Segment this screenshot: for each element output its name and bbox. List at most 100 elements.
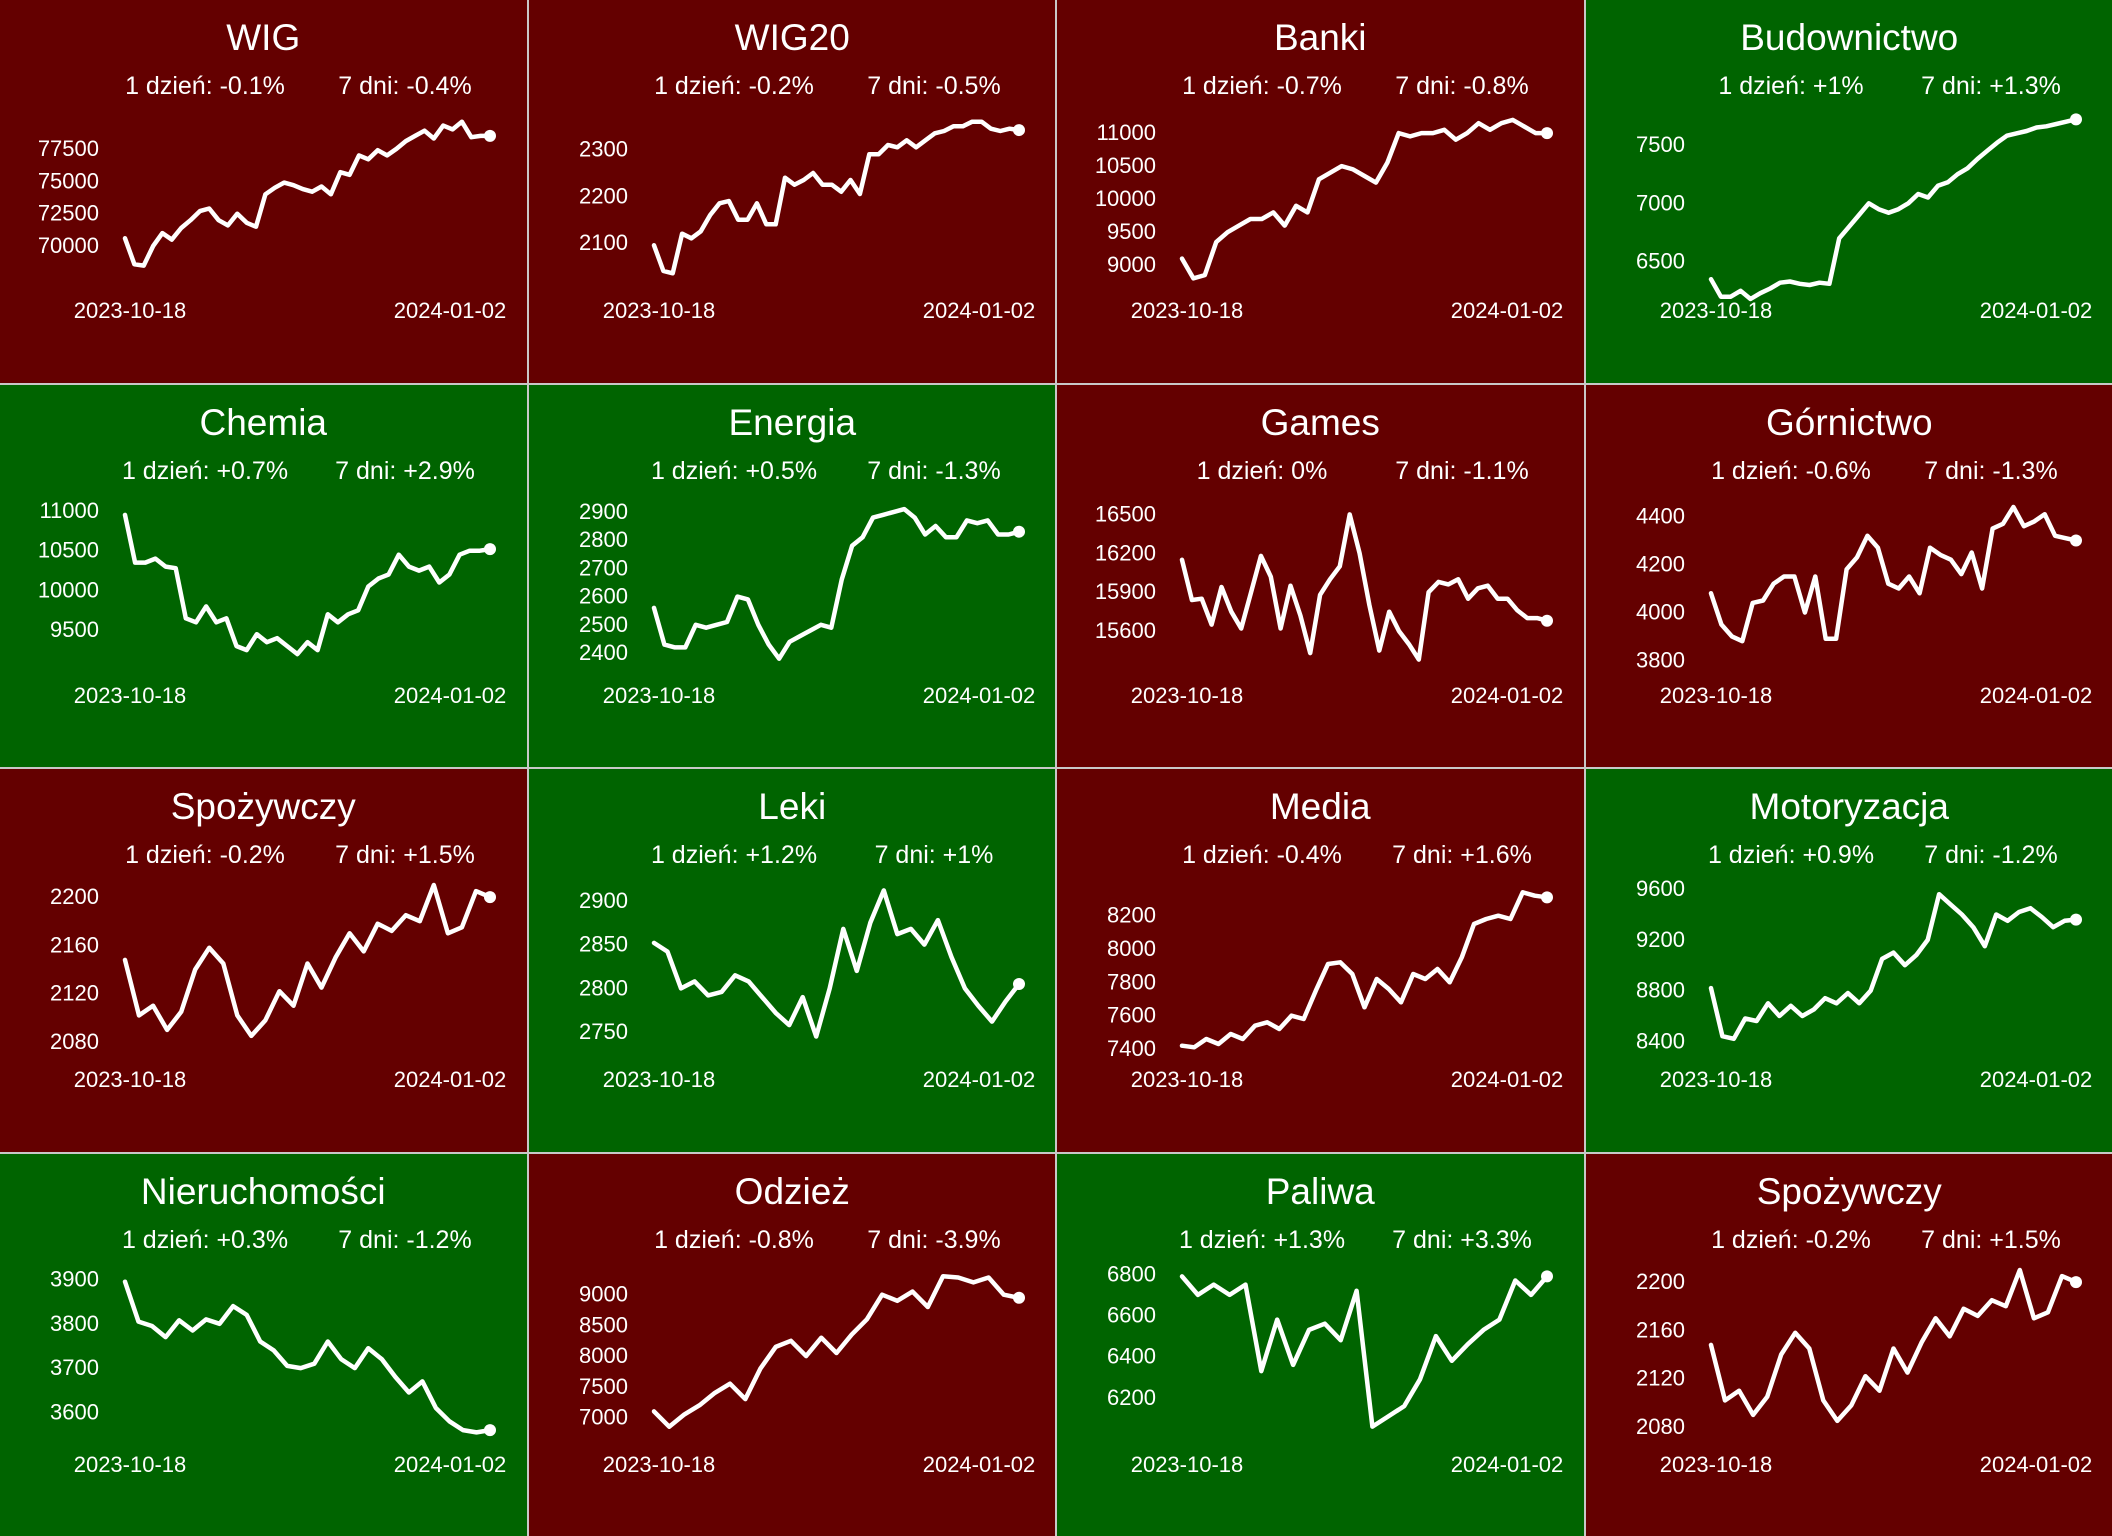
chart-title: Banki: [1274, 17, 1367, 58]
day-change: 1 dzień: +0.3%: [122, 1226, 288, 1254]
x-end-date: 2024-01-02: [1451, 1452, 1564, 1477]
chart-title: Górnictwo: [1765, 402, 1932, 443]
y-tick-label: 4400: [1636, 503, 1685, 528]
y-tick-label: 4000: [1636, 599, 1685, 624]
x-start-date: 2023-10-18: [74, 298, 187, 323]
week-change: 7 dni: -1.2%: [338, 1226, 471, 1254]
sector-panel: Banki 1 dzień: -0.7% 7 dni: -0.8% 9000 9500 1…: [1057, 0, 1584, 383]
last-value-marker: [2069, 913, 2082, 926]
last-value-marker: [1012, 124, 1025, 137]
y-tick-label: 7000: [579, 1404, 628, 1429]
day-change: 1 dzień: 0%: [1197, 457, 1328, 485]
last-value-marker: [1012, 978, 1025, 990]
sector-chart: Nieruchomości 1 dzień: +0.3% 7 dni: -1.2% 3…: [50, 1171, 507, 1477]
price-line: [122, 882, 493, 1039]
y-tick-label: 10000: [38, 577, 99, 602]
sector-panel: Paliwa 1 dzień: +1.3% 7 dni: +3.3% 6200 6400…: [1057, 1153, 1584, 1536]
x-end-date: 2024-01-02: [922, 1452, 1035, 1477]
sector-panel: Górnictwo 1 dzień: -0.6% 7 dni: -1.3% 3800 4…: [1585, 384, 2112, 767]
y-tick-label: 11000: [1096, 120, 1156, 145]
week-change: 7 dni: -1.2%: [1924, 841, 2057, 869]
y-tick-label: 8000: [579, 1343, 628, 1368]
y-tick-label: 70000: [38, 233, 99, 258]
y-tick-label: 8800: [1636, 978, 1685, 1003]
sector-chart: WIG 1 dzień: -0.1% 7 dni: -0.4% 70000 72500 7…: [38, 17, 506, 323]
week-change: 7 dni: +1.5%: [335, 841, 475, 869]
week-change: 7 dni: +1.6%: [1392, 841, 1532, 869]
y-tick-label: 2200: [50, 884, 99, 909]
last-value-marker: [1012, 525, 1025, 538]
sector-chart: Motoryzacja 1 dzień: +0.9% 7 dni: -1.2% 840…: [1636, 786, 2092, 1092]
y-tick-label: 3900: [50, 1266, 99, 1291]
day-change: 1 dzień: +0.9%: [1707, 841, 1873, 869]
y-tick-label: 2800: [579, 527, 628, 552]
last-value-marker: [1541, 127, 1553, 140]
x-end-date: 2024-01-02: [1451, 683, 1564, 708]
y-tick-label: 6600: [1107, 1302, 1156, 1327]
last-value-marker: [1541, 1269, 1553, 1282]
y-tick-label: 6500: [1636, 249, 1685, 274]
price-line: [1179, 511, 1550, 662]
last-value-marker: [1012, 1291, 1025, 1304]
y-tick-label: 2080: [50, 1029, 99, 1054]
y-tick-label: 7500: [1636, 132, 1685, 157]
y-tick-label: 2850: [579, 932, 628, 957]
week-change: 7 dni: -1.3%: [867, 457, 1000, 485]
y-tick-label: 2120: [1636, 1365, 1685, 1390]
sector-chart: Media 1 dzień: -0.4% 7 dni: +1.6% 7400 7600 7…: [1107, 786, 1563, 1092]
x-end-date: 2024-01-02: [922, 683, 1035, 708]
y-tick-label: 16500: [1095, 501, 1156, 526]
last-value-marker: [1541, 891, 1553, 904]
y-tick-label: 8000: [1107, 936, 1156, 961]
price-line: [651, 119, 1021, 276]
chart-title: Leki: [758, 786, 826, 827]
chart-title: Spożywczy: [171, 786, 357, 827]
y-tick-label: 2900: [579, 888, 628, 913]
y-tick-label: 2200: [1636, 1269, 1685, 1294]
x-start-date: 2023-10-18: [602, 1067, 715, 1092]
week-change: 7 dni: +3.3%: [1392, 1226, 1532, 1254]
x-end-date: 2024-01-02: [394, 1452, 507, 1477]
price-line: [651, 506, 1021, 661]
sector-panel: Spożywczy 1 dzień: -0.2% 7 dni: +1.5% 2080 2…: [0, 769, 527, 1152]
day-change: 1 dzień: -0.7%: [1182, 72, 1342, 100]
x-start-date: 2023-10-18: [1131, 683, 1244, 708]
sector-panel: Odzież 1 dzień: -0.8% 7 dni: -3.9% 7000 7500…: [528, 1153, 1055, 1536]
sector-chart: Leki 1 dzień: +1.2% 7 dni: +1% 2750 2800 2850…: [579, 786, 1035, 1092]
sector-panel: Energia 1 dzień: +0.5% 7 dni: -1.3% 2400 250…: [528, 384, 1055, 767]
x-start-date: 2023-10-18: [74, 683, 187, 708]
x-start-date: 2023-10-18: [1659, 1452, 1772, 1477]
week-change: 7 dni: +2.9%: [335, 457, 475, 485]
chart-title: Motoryzacja: [1749, 786, 1949, 827]
y-tick-label: 8200: [1107, 903, 1156, 928]
day-change: 1 dzień: -0.2%: [654, 72, 814, 100]
y-tick-label: 9500: [1107, 219, 1156, 244]
last-value-marker: [484, 891, 496, 904]
y-tick-label: 2160: [1636, 1317, 1685, 1342]
week-change: 7 dni: -0.4%: [338, 72, 471, 100]
sector-panel: Chemia 1 dzień: +0.7% 7 dni: +2.9% 9500 1000…: [0, 384, 527, 767]
price-line: [651, 888, 1021, 1039]
last-value-marker: [2069, 534, 2082, 547]
y-tick-label: 8400: [1636, 1028, 1685, 1053]
week-change: 7 dni: -0.5%: [867, 72, 1000, 100]
last-value-marker: [484, 1423, 496, 1436]
y-tick-label: 4200: [1636, 551, 1685, 576]
y-tick-label: 3700: [50, 1355, 99, 1380]
x-end-date: 2024-01-02: [1979, 683, 2092, 708]
week-change: 7 dni: +1.5%: [1921, 1226, 2061, 1254]
last-value-marker: [484, 129, 496, 142]
y-tick-label: 16200: [1095, 540, 1156, 565]
y-tick-label: 2700: [579, 555, 628, 580]
x-start-date: 2023-10-18: [1131, 1067, 1244, 1092]
day-change: 1 dzień: -0.6%: [1711, 457, 1871, 485]
last-value-marker: [2069, 1275, 2082, 1288]
x-end-date: 2024-01-02: [922, 298, 1035, 323]
y-tick-label: 9000: [579, 1281, 628, 1306]
x-end-date: 2024-01-02: [394, 683, 507, 708]
chart-title: Chemia: [200, 402, 328, 443]
sector-panel: Budownictwo 1 dzień: +1% 7 dni: +1.3% 6500 7…: [1585, 0, 2112, 383]
day-change: 1 dzień: -0.8%: [654, 1226, 814, 1254]
day-change: 1 dzień: +1.2%: [650, 841, 816, 869]
y-tick-label: 6800: [1107, 1261, 1156, 1286]
